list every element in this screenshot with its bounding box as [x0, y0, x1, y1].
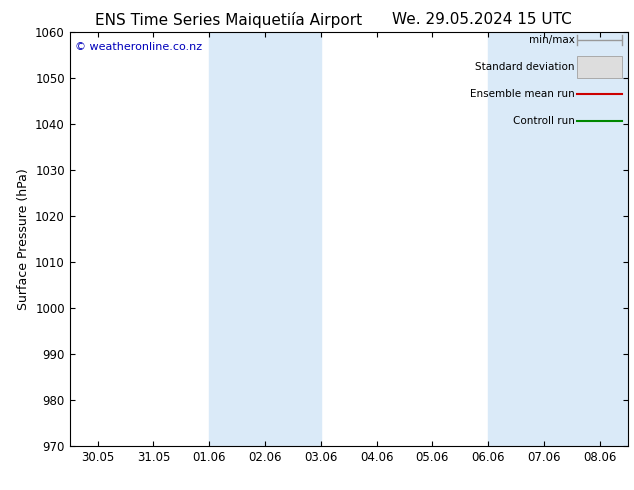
Text: Standard deviation: Standard deviation — [475, 62, 574, 72]
Text: We. 29.05.2024 15 UTC: We. 29.05.2024 15 UTC — [392, 12, 572, 27]
Text: ENS Time Series Maiquetiía Airport: ENS Time Series Maiquetiía Airport — [94, 12, 362, 28]
Bar — [488, 32, 628, 446]
Bar — [578, 56, 622, 78]
Text: Controll run: Controll run — [513, 116, 574, 126]
Text: © weatheronline.co.nz: © weatheronline.co.nz — [75, 42, 202, 52]
Text: min/max: min/max — [529, 35, 574, 45]
Y-axis label: Surface Pressure (hPa): Surface Pressure (hPa) — [16, 168, 30, 310]
Bar — [209, 32, 321, 446]
Text: Ensemble mean run: Ensemble mean run — [470, 89, 574, 99]
